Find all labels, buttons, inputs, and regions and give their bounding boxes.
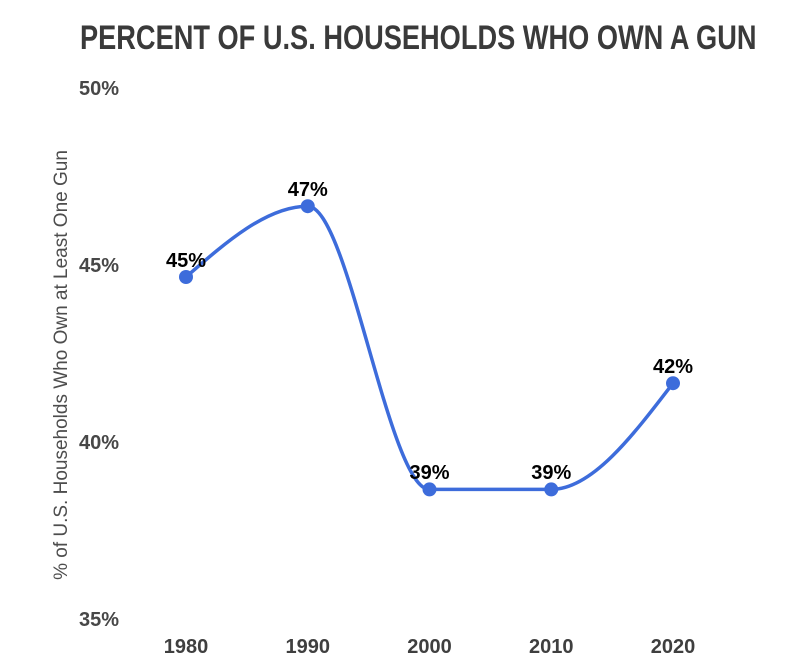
- point-label-2000: 39%: [409, 462, 450, 485]
- y-tick-label-45: 45%: [78, 255, 119, 277]
- y-tick-label-40: 40%: [78, 432, 119, 454]
- x-tick-label-2020: 2020: [650, 636, 696, 658]
- data-point-2020: [666, 376, 680, 391]
- data-point-1990: [300, 199, 315, 214]
- chart-title: PERCENT OF U.S. HOUSEHOLDS WHO OWN A GUN: [80, 19, 757, 57]
- series-line: [184, 204, 675, 492]
- y-tick-label-35: 35%: [78, 609, 119, 631]
- point-label-1980: 45%: [165, 250, 207, 272]
- x-tick-label-2000: 2000: [407, 636, 452, 658]
- x-tick-label-1980: 1980: [163, 636, 209, 658]
- y-tick-label-50: 50%: [78, 78, 119, 100]
- point-label-2020: 42%: [652, 356, 694, 379]
- data-point-2000: [422, 482, 437, 497]
- data-point-1980: [179, 270, 193, 284]
- point-label-1990: 47%: [287, 179, 328, 202]
- data-point-2010: [544, 482, 559, 497]
- x-tick-label-1990: 1990: [285, 636, 331, 658]
- x-tick-label-2010: 2010: [529, 636, 574, 658]
- point-label-2010: 39%: [531, 462, 572, 485]
